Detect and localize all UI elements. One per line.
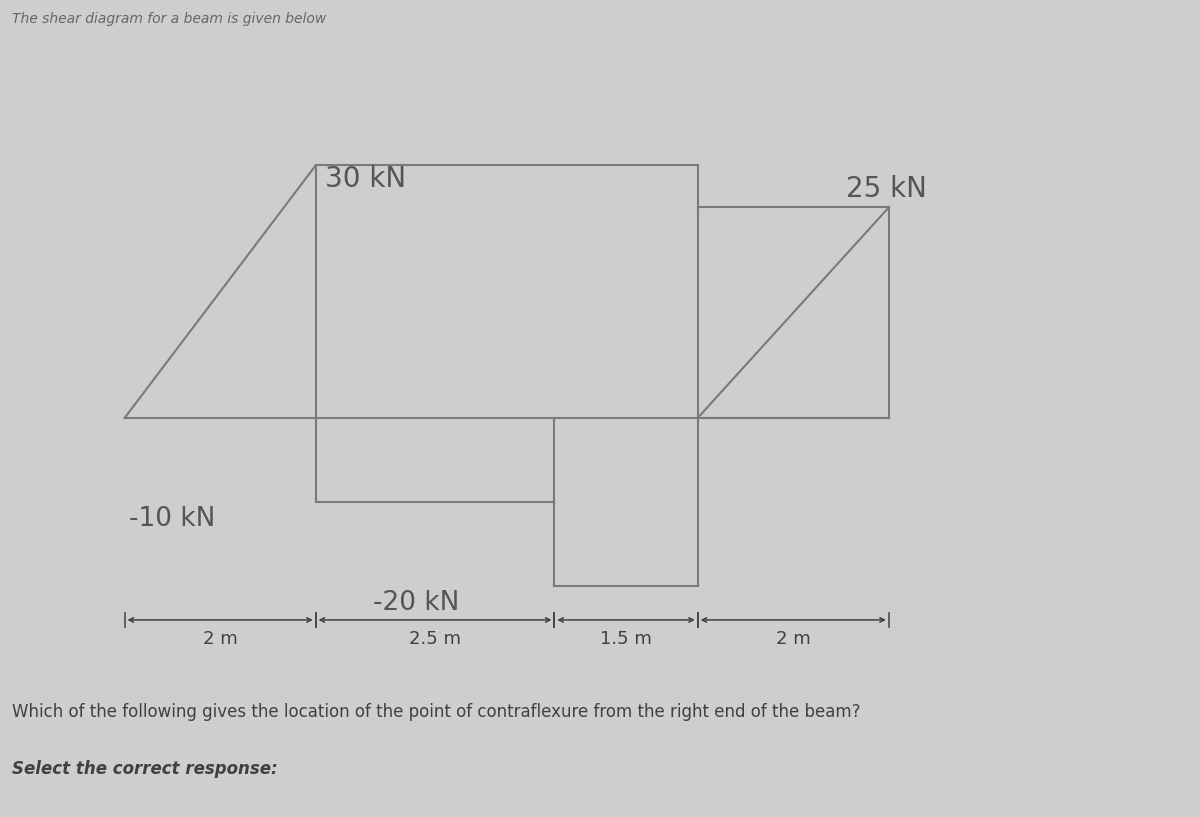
Text: 2 m: 2 m	[203, 630, 238, 648]
Text: 2 m: 2 m	[776, 630, 810, 648]
Text: 25 kN: 25 kN	[846, 176, 926, 203]
Text: Select the correct response:: Select the correct response:	[12, 760, 277, 778]
Text: -10 kN: -10 kN	[130, 507, 216, 533]
Text: 2.5 m: 2.5 m	[409, 630, 461, 648]
Text: The shear diagram for a beam is given below: The shear diagram for a beam is given be…	[12, 12, 326, 26]
Text: -20 kN: -20 kN	[373, 591, 460, 617]
Text: Which of the following gives the location of the point of contraflexure from the: Which of the following gives the locatio…	[12, 703, 860, 721]
Text: 1.5 m: 1.5 m	[600, 630, 652, 648]
Text: 30 kN: 30 kN	[325, 165, 407, 194]
